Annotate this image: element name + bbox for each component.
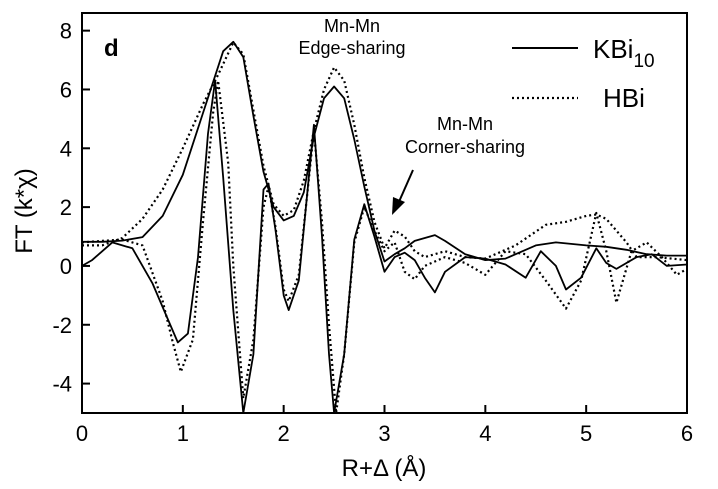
x-tick-label: 0 <box>76 421 88 446</box>
y-tick-label: -2 <box>52 313 72 338</box>
x-tick-label: 5 <box>580 421 592 446</box>
x-tick-label: 2 <box>278 421 290 446</box>
legend-label-kbi10: KBi10 <box>593 34 655 72</box>
series-kbi10-magnitude-line <box>82 40 687 263</box>
y-axis-title: FT (k*χ) <box>11 168 38 253</box>
legend-label-hbi: HBi <box>603 83 645 113</box>
y-tick-label: 6 <box>60 77 72 102</box>
series-hbi-magnitude-line <box>82 41 687 262</box>
y-tick-label: 8 <box>60 19 72 44</box>
ticks-group: 0 1 2 3 4 5 6 -4 -2 0 2 4 6 8 <box>52 19 693 446</box>
arrow-shaft <box>397 169 414 205</box>
y-tick-label: 0 <box>60 254 72 279</box>
edge-annotation-line2: Edge-sharing <box>298 38 405 58</box>
arrow-head <box>392 197 405 215</box>
series-hbi-imaginary-line <box>82 79 687 413</box>
y-tick-label: -4 <box>52 372 72 397</box>
legend-main-kbi10: KBi <box>593 34 633 64</box>
x-tick-label: 6 <box>681 421 693 446</box>
curves-group <box>82 40 687 413</box>
edge-annotation-line1: Mn-Mn <box>324 16 380 36</box>
x-tick-label: 3 <box>378 421 390 446</box>
legend-sub-kbi10: 10 <box>633 51 654 72</box>
corner-annotation-line1: Mn-Mn <box>437 114 493 134</box>
corner-arrow <box>392 169 414 215</box>
y-tick-label: 4 <box>60 136 72 161</box>
x-axis-title: R+Δ (Å) <box>342 454 427 482</box>
y-tick-label: 2 <box>60 195 72 220</box>
series-kbi10-imaginary-line <box>82 79 687 413</box>
corner-annotation-line2: Corner-sharing <box>405 137 525 157</box>
x-tick-label: 1 <box>177 421 189 446</box>
legend: KBi10 HBi <box>512 34 655 113</box>
x-tick-label: 4 <box>479 421 491 446</box>
panel-label: d <box>104 35 119 62</box>
